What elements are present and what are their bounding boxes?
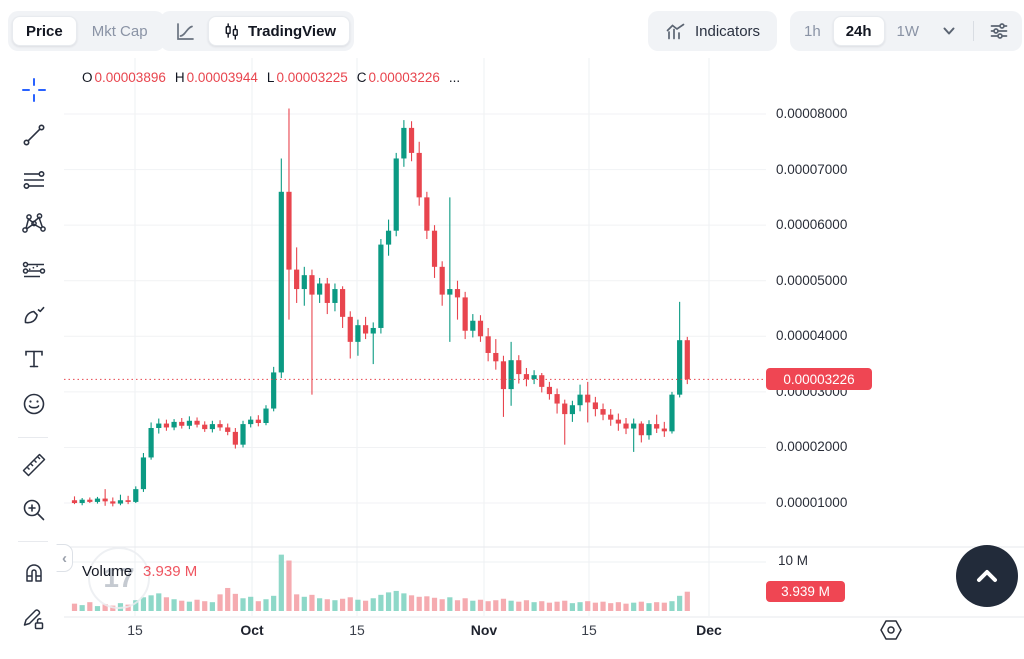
- text-tool[interactable]: [13, 338, 55, 380]
- emoji-tool[interactable]: [13, 383, 55, 425]
- low-label: L: [266, 70, 275, 85]
- time-axis-label: 15: [581, 622, 597, 638]
- horizontal-lines-icon: [20, 166, 48, 194]
- volume-scale-label: 10 M: [778, 553, 809, 568]
- indicators-button[interactable]: Indicators: [648, 11, 778, 51]
- timeframe-selector: 1h 24h 1W: [790, 11, 1023, 51]
- magnet-tool[interactable]: [13, 549, 55, 591]
- price-axis-label: 0.00008000: [776, 106, 848, 121]
- price-axis-label: 0.00005000: [776, 272, 848, 288]
- drawing-toolbar: [0, 56, 64, 659]
- volume-badge: 3.939 M: [766, 581, 845, 602]
- trend-line-icon: [20, 121, 48, 149]
- text-icon: [20, 345, 48, 373]
- tradingview-tab[interactable]: TradingView: [208, 16, 351, 46]
- time-axis[interactable]: 15 Oct 15 Nov 15 Dec: [0, 622, 1024, 646]
- time-axis-label: Oct: [240, 622, 264, 638]
- price-axis[interactable]: 0.00008000 0.00007000 0.00006000 0.00005000…: [765, 0, 1024, 659]
- time-axis-label: Nov: [470, 622, 498, 638]
- timeframe-1h[interactable]: 1h: [794, 16, 831, 46]
- chart-type-toggle: TradingView: [160, 11, 355, 51]
- legend-more[interactable]: ...: [448, 70, 461, 85]
- timeframe-dropdown-button[interactable]: [931, 16, 967, 46]
- zoom-in-icon: [20, 496, 48, 524]
- xabcd-pattern-tool[interactable]: [13, 203, 55, 245]
- price-axis-label: 0.00002000: [776, 439, 848, 455]
- high-value: 0.00003944: [186, 70, 258, 85]
- low-value: 0.00003225: [276, 70, 348, 85]
- open-value: 0.00003896: [94, 70, 166, 85]
- indicators-icon: [665, 22, 686, 41]
- ruler-icon: [20, 451, 48, 479]
- divider: [18, 541, 48, 542]
- mkt-cap-tab[interactable]: Mkt Cap: [79, 16, 161, 46]
- token-watermark: 17: [88, 547, 150, 609]
- divider: [18, 437, 48, 438]
- timeframe-1w[interactable]: 1W: [887, 16, 930, 46]
- chevron-down-icon: [940, 22, 958, 40]
- projection-tool[interactable]: [13, 248, 55, 290]
- projection-icon: [20, 255, 48, 283]
- time-axis-label: 15: [349, 622, 365, 638]
- price-axis-label: 0.00001000: [776, 495, 848, 511]
- zoom-in-tool[interactable]: [13, 489, 55, 531]
- time-axis-label: Dec: [696, 622, 722, 638]
- sliders-icon: [989, 21, 1009, 41]
- ohlc-legend: O 0.00003896 H 0.00003944 L 0.00003225 C 0.0…: [82, 70, 460, 85]
- volume-label: Volume: [82, 563, 133, 580]
- chart-settings-button[interactable]: [980, 16, 1018, 46]
- timeframe-24h[interactable]: 24h: [832, 16, 885, 46]
- volume-value: 3.939 M: [143, 563, 198, 580]
- horizontal-lines-tool[interactable]: [13, 159, 55, 201]
- brush-icon: [20, 300, 48, 328]
- candles-icon: [222, 21, 241, 41]
- price-mktcap-toggle: Price Mkt Cap: [8, 11, 165, 51]
- brush-tool[interactable]: [13, 293, 55, 335]
- hexagon-eye-icon: [878, 618, 904, 642]
- volume-legend: Volume 3.939 M: [82, 563, 197, 580]
- magnet-icon: [20, 556, 48, 584]
- crosshair-icon: [20, 76, 48, 104]
- close-label: C: [356, 70, 367, 85]
- chevron-up-icon: [970, 559, 1004, 593]
- indicators-label: Indicators: [695, 22, 761, 40]
- toolbar-collapse-handle[interactable]: ‹: [56, 544, 73, 572]
- open-label: O: [82, 70, 93, 85]
- price-axis-label: 0.00006000: [776, 217, 848, 233]
- xabcd-pattern-icon: [20, 210, 48, 238]
- time-axis-label: 15: [127, 622, 143, 638]
- current-price-badge: 0.00003226: [766, 368, 872, 391]
- price-tab[interactable]: Price: [12, 16, 77, 46]
- emoji-icon: [20, 390, 48, 418]
- line-chart-icon: [173, 19, 197, 43]
- pencil-lock-icon: [20, 605, 48, 633]
- tradingview-label: TradingView: [248, 22, 337, 40]
- drawing-lock-tool[interactable]: [13, 598, 55, 640]
- crosshair-tool[interactable]: [13, 69, 55, 111]
- high-label: H: [174, 70, 185, 85]
- ruler-tool[interactable]: [13, 444, 55, 486]
- close-value: 0.00003226: [368, 70, 440, 85]
- watch-settings-button[interactable]: [878, 618, 904, 642]
- price-axis-label: 0.00004000: [776, 328, 848, 344]
- price-axis-label: 0.00007000: [776, 161, 848, 177]
- divider: [973, 21, 975, 41]
- scroll-top-button[interactable]: [956, 545, 1018, 607]
- trend-line-tool[interactable]: [13, 114, 55, 156]
- line-chart-button[interactable]: [164, 16, 206, 46]
